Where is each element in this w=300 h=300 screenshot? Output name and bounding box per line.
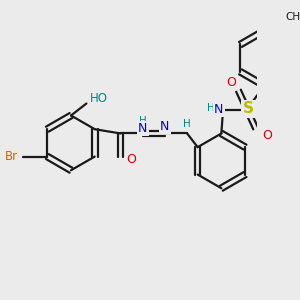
Text: O: O: [227, 76, 237, 88]
Text: Br: Br: [5, 150, 18, 163]
Text: H: H: [139, 116, 146, 127]
Text: N: N: [138, 122, 147, 135]
Text: O: O: [262, 129, 272, 142]
Text: N: N: [160, 120, 170, 133]
Text: H: H: [183, 119, 191, 129]
Text: H: H: [207, 103, 215, 113]
Text: S: S: [242, 101, 253, 116]
Text: O: O: [127, 153, 136, 166]
Text: N: N: [214, 103, 224, 116]
Text: CH₃: CH₃: [285, 12, 300, 22]
Text: HO: HO: [89, 92, 107, 105]
